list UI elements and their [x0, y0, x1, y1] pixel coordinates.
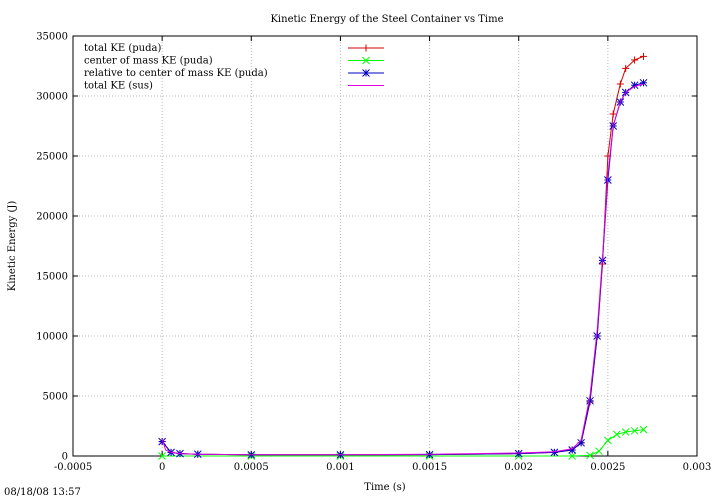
legend-label: center of mass KE (puda) [84, 56, 213, 67]
data-point [639, 78, 648, 87]
marker-stroke [630, 426, 639, 435]
marker-stroke [362, 69, 370, 77]
legend-marker [362, 44, 370, 52]
series-line [161, 55, 644, 456]
grid-lines [73, 36, 697, 456]
legend-marker [362, 56, 370, 65]
y-tick-label: 20000 [36, 212, 68, 223]
legend-label: total KE (sus) [84, 81, 153, 92]
marker-stroke [621, 428, 630, 436]
chart-title: Kinetic Energy of the Steel Container vs… [270, 14, 503, 25]
data-point [586, 451, 594, 460]
series-layer [158, 52, 648, 460]
marker-stroke [362, 56, 370, 65]
data-point [568, 446, 577, 454]
marker-stroke [158, 437, 166, 446]
series-line [161, 83, 644, 456]
marker-stroke [586, 451, 594, 460]
marker-stroke [568, 446, 577, 454]
y-tick-label: 0 [62, 452, 68, 463]
data-point [622, 64, 630, 72]
data-point [514, 449, 523, 458]
y-tick-label: 10000 [36, 332, 68, 343]
series-line [162, 429, 644, 457]
x-axis-label: Time (s) [364, 482, 405, 493]
x-tick-label: 0.0015 [412, 462, 447, 473]
legend-marker [362, 69, 370, 77]
data-point [640, 52, 648, 60]
data-point [604, 436, 612, 445]
x-tick-label: 0.0005 [234, 462, 269, 473]
data-point [631, 56, 639, 64]
x-tick-label: 0.001 [326, 462, 355, 473]
data-point [550, 448, 559, 457]
data-point [612, 430, 621, 439]
legend: total KE (puda) center of mass KE (puda)r… [84, 43, 384, 92]
x-tick-label: 0.003 [683, 462, 712, 473]
y-tick-label: 25000 [36, 152, 68, 163]
y-tick-label: 35000 [36, 32, 68, 43]
legend-label: total KE (puda) [84, 43, 161, 54]
data-point [616, 80, 624, 88]
legend-label: relative to center of mass KE (puda) [84, 68, 268, 79]
data-point [595, 447, 603, 456]
y-tick-label: 15000 [36, 272, 68, 283]
marker-stroke [604, 436, 612, 445]
y-tick-label: 5000 [43, 392, 68, 403]
data-point [568, 452, 577, 460]
y-axis-label: Kinetic Energy (J) [7, 201, 18, 292]
axis-ticks: -0.0005 0 0.0005 0.001 0.0015 0.002 0.0025 0.00… [36, 32, 711, 474]
marker-stroke [550, 448, 559, 457]
marker-stroke [577, 438, 585, 447]
timestamp: 08/18/08 13:57 [4, 487, 81, 498]
data-point [630, 426, 639, 435]
x-tick-label: -0.0005 [54, 462, 92, 473]
data-point [586, 396, 594, 405]
series-line [161, 82, 644, 456]
data-point [639, 425, 648, 434]
data-point [158, 452, 166, 460]
series-3 [161, 83, 644, 456]
series-0 [158, 52, 648, 459]
marker-stroke [593, 332, 602, 340]
data-point [621, 428, 630, 436]
y-tick-label: 30000 [36, 92, 68, 103]
marker-stroke [158, 452, 166, 460]
series-2 [158, 78, 648, 459]
marker-stroke [568, 452, 577, 460]
data-point [158, 437, 166, 446]
marker-stroke [639, 425, 648, 434]
x-tick-label: 0 [159, 462, 165, 473]
data-point [609, 110, 617, 118]
marker-stroke [612, 430, 621, 439]
marker-stroke [586, 396, 594, 405]
x-tick-label: 0.002 [504, 462, 533, 473]
marker-stroke [514, 449, 523, 458]
marker-stroke [595, 447, 603, 456]
x-tick-label: 0.0025 [590, 462, 625, 473]
